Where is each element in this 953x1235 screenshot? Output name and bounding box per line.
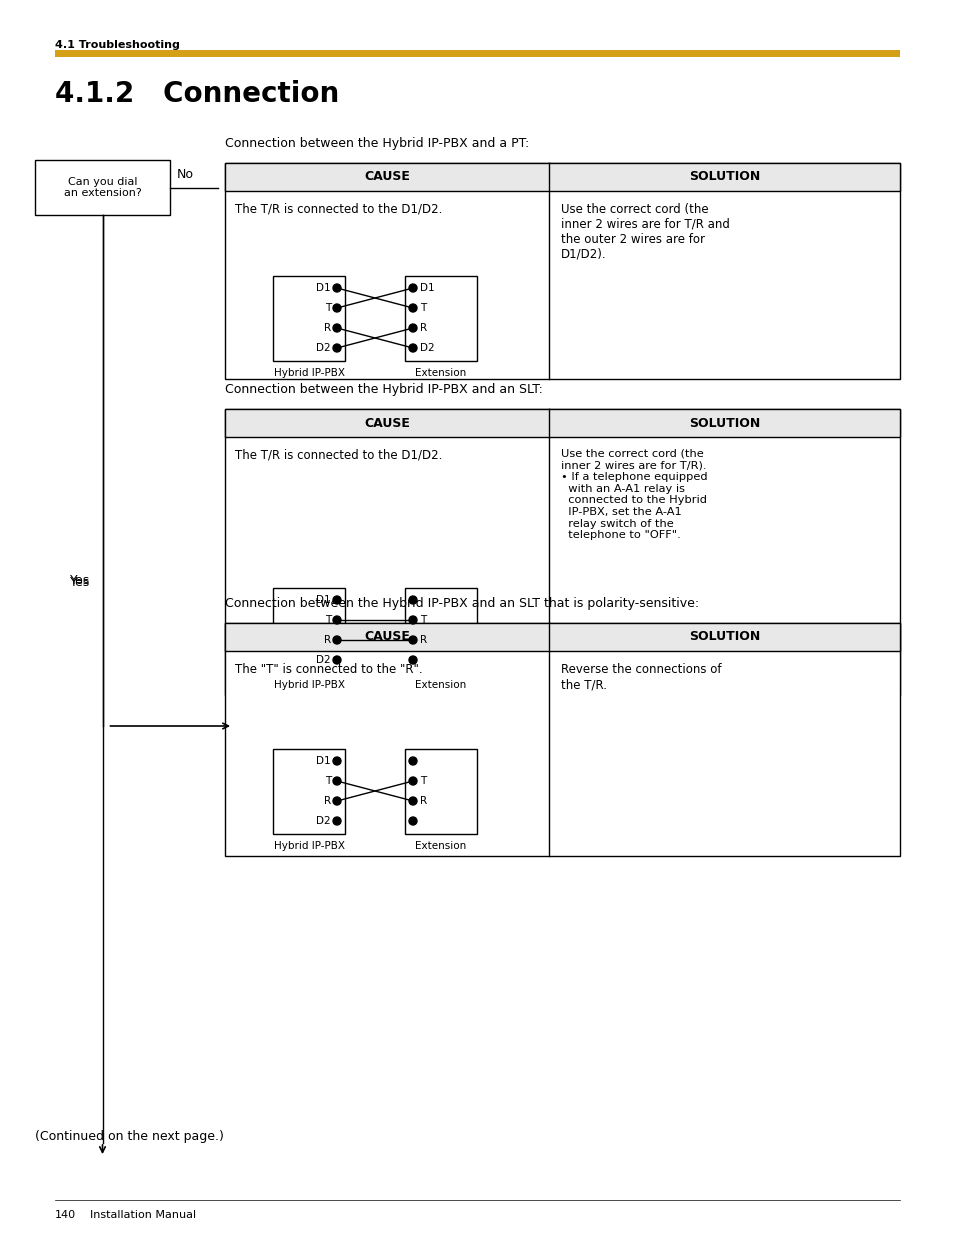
Circle shape xyxy=(409,757,416,764)
Text: R: R xyxy=(419,635,427,645)
Text: SOLUTION: SOLUTION xyxy=(688,416,760,430)
Circle shape xyxy=(333,597,340,604)
Text: T: T xyxy=(419,776,426,785)
Text: D1: D1 xyxy=(316,595,331,605)
Circle shape xyxy=(333,324,340,332)
Text: D1: D1 xyxy=(316,756,331,766)
Text: Hybrid IP-PBX: Hybrid IP-PBX xyxy=(274,680,344,690)
Text: Yes: Yes xyxy=(71,573,91,587)
Text: R: R xyxy=(323,635,331,645)
Circle shape xyxy=(409,345,416,352)
Text: T: T xyxy=(419,303,426,312)
Circle shape xyxy=(333,636,340,643)
Text: T: T xyxy=(419,615,426,625)
Circle shape xyxy=(333,797,340,805)
Bar xyxy=(405,275,476,361)
Text: CAUSE: CAUSE xyxy=(364,170,410,184)
Bar xyxy=(225,409,899,437)
Text: Hybrid IP-PBX: Hybrid IP-PBX xyxy=(274,841,344,851)
Bar xyxy=(273,588,345,673)
Circle shape xyxy=(409,597,416,604)
Circle shape xyxy=(333,777,340,785)
Circle shape xyxy=(333,818,340,825)
Circle shape xyxy=(409,616,416,624)
Text: Extension: Extension xyxy=(415,680,466,690)
Text: D2: D2 xyxy=(316,816,331,826)
Text: Use the correct cord (the
inner 2 wires are for T/R).
• If a telephone equipped
: Use the correct cord (the inner 2 wires … xyxy=(560,450,707,540)
Text: D2: D2 xyxy=(316,343,331,353)
Text: Extension: Extension xyxy=(415,368,466,378)
Text: The "T" is connected to the "R".: The "T" is connected to the "R". xyxy=(234,663,422,676)
Text: Hybrid IP-PBX: Hybrid IP-PBX xyxy=(274,368,344,378)
Text: D1: D1 xyxy=(316,283,331,293)
Text: Reverse the connections of
the T/R.: Reverse the connections of the T/R. xyxy=(560,663,720,692)
Circle shape xyxy=(409,324,416,332)
Circle shape xyxy=(409,818,416,825)
Circle shape xyxy=(333,284,340,291)
Text: Extension: Extension xyxy=(415,841,466,851)
Text: 4.1.2   Connection: 4.1.2 Connection xyxy=(55,80,339,107)
Circle shape xyxy=(333,616,340,624)
Text: 4.1 Troubleshooting: 4.1 Troubleshooting xyxy=(55,40,180,49)
Text: T: T xyxy=(324,776,331,785)
Circle shape xyxy=(409,777,416,785)
Text: CAUSE: CAUSE xyxy=(364,631,410,643)
Circle shape xyxy=(409,636,416,643)
Text: 140: 140 xyxy=(55,1210,76,1220)
Text: Can you dial
an extension?: Can you dial an extension? xyxy=(64,177,141,199)
Text: R: R xyxy=(419,797,427,806)
Bar xyxy=(225,163,899,379)
Text: (Continued on the next page.): (Continued on the next page.) xyxy=(35,1130,224,1144)
Text: Use the correct cord (the
inner 2 wires are for T/R and
the outer 2 wires are fo: Use the correct cord (the inner 2 wires … xyxy=(560,203,729,261)
Circle shape xyxy=(333,656,340,664)
Text: R: R xyxy=(323,797,331,806)
Bar xyxy=(35,161,170,215)
Bar xyxy=(225,622,899,651)
Bar xyxy=(405,748,476,834)
Text: Connection between the Hybrid IP-PBX and an SLT:: Connection between the Hybrid IP-PBX and… xyxy=(225,383,542,396)
Circle shape xyxy=(409,656,416,664)
Text: Connection between the Hybrid IP-PBX and an SLT that is polarity-sensitive:: Connection between the Hybrid IP-PBX and… xyxy=(225,597,699,610)
Text: D2: D2 xyxy=(419,343,435,353)
Text: No: No xyxy=(177,168,193,180)
Circle shape xyxy=(409,304,416,312)
Text: The T/R is connected to the D1/D2.: The T/R is connected to the D1/D2. xyxy=(234,450,442,462)
Bar xyxy=(273,748,345,834)
Text: D1: D1 xyxy=(419,283,435,293)
Text: Installation Manual: Installation Manual xyxy=(90,1210,196,1220)
Text: SOLUTION: SOLUTION xyxy=(688,170,760,184)
Circle shape xyxy=(333,304,340,312)
Bar xyxy=(405,588,476,673)
Text: The T/R is connected to the D1/D2.: The T/R is connected to the D1/D2. xyxy=(234,203,442,216)
Text: T: T xyxy=(324,303,331,312)
Circle shape xyxy=(333,345,340,352)
Bar xyxy=(55,49,899,57)
Bar xyxy=(273,275,345,361)
Text: R: R xyxy=(419,324,427,333)
Bar xyxy=(225,622,899,856)
Bar xyxy=(225,163,899,191)
Text: SOLUTION: SOLUTION xyxy=(688,631,760,643)
Text: R: R xyxy=(323,324,331,333)
Text: Yes: Yes xyxy=(71,577,91,589)
Bar xyxy=(225,409,899,695)
Circle shape xyxy=(409,797,416,805)
Circle shape xyxy=(409,284,416,291)
Text: CAUSE: CAUSE xyxy=(364,416,410,430)
Text: T: T xyxy=(324,615,331,625)
Circle shape xyxy=(333,757,340,764)
Text: D2: D2 xyxy=(316,655,331,664)
Text: Connection between the Hybrid IP-PBX and a PT:: Connection between the Hybrid IP-PBX and… xyxy=(225,137,529,149)
